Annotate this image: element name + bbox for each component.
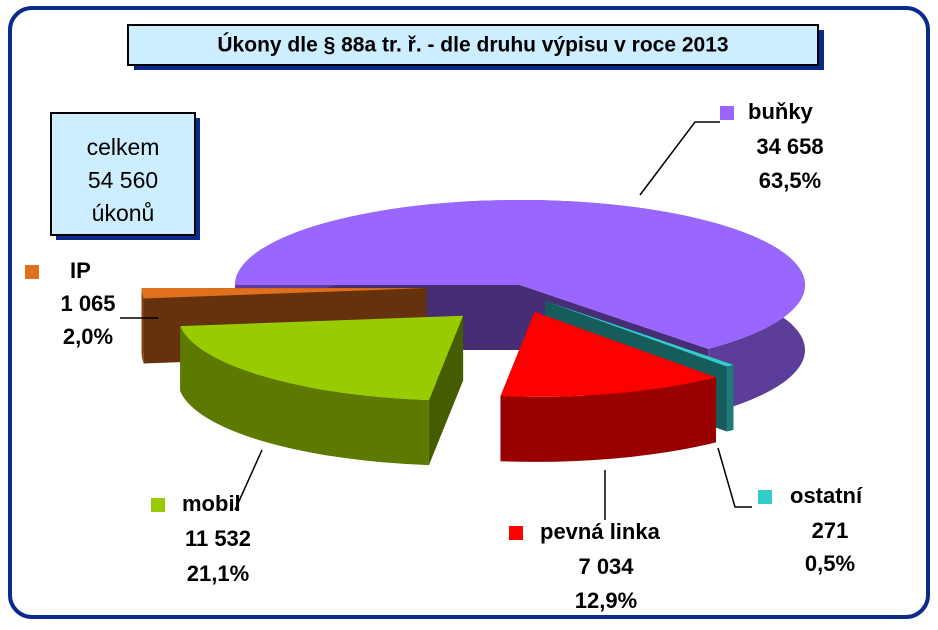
total-caption: celkem [87,134,160,160]
slice [235,200,805,349]
leader-line [717,447,752,508]
legend-swatch [151,498,165,512]
slice-wall [141,288,144,364]
total-value: 54 560 [88,167,158,193]
value-label: 7 034 [578,554,634,579]
title-box [127,24,819,66]
legend-swatch [720,106,734,120]
legend-label: IP [70,258,91,283]
slice [500,311,717,397]
leader-line [639,121,720,196]
percent-label: 21,1% [187,561,249,586]
labels: buňky 34 658 63,5% ostatní 271 0,5% pevná link… [25,99,863,613]
value-label: 34 658 [756,134,823,159]
slice-wall [180,326,429,466]
percent-label: 12,9% [575,588,637,613]
total-unit: úkonů [92,200,155,226]
percent-label: 2,0% [63,324,113,349]
value-label: 271 [812,518,849,543]
total-box [50,112,196,236]
slice-wall [726,364,734,432]
leader-line [234,449,263,511]
legend-label: buňky [748,99,814,124]
chart-title: Úkony dle § 88a tr. ř. - dle druhu výpis… [217,33,728,57]
slice [180,315,464,401]
slice [141,288,427,299]
legend-label: ostatní [790,483,863,508]
legend-swatch [509,526,523,540]
percent-label: 0,5% [805,551,855,576]
value-label: 1 065 [60,291,115,316]
slice [545,300,734,367]
legend-swatch [25,265,39,279]
legend-label: pevná linka [540,519,661,544]
legend-label: mobil [182,491,241,516]
percent-label: 63,5% [759,168,821,193]
slice-wall [500,377,717,462]
legend-swatch [758,490,772,504]
value-label: 11 532 [185,526,251,551]
pie [141,200,805,466]
